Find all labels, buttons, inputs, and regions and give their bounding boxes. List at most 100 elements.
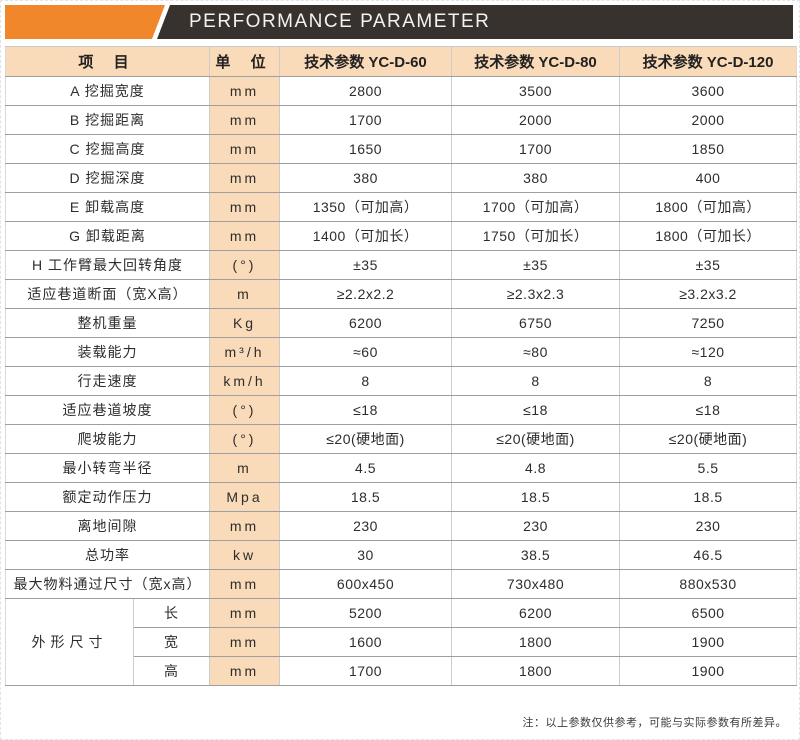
table-row: D 挖掘深度 mm 380 380 400 <box>4 163 798 193</box>
item-label: E 卸载高度 <box>4 192 211 222</box>
param-value-model-3: 3600 <box>619 76 798 106</box>
param-value-model-1: 230 <box>279 511 453 541</box>
param-value-model-1: 4.5 <box>279 453 453 483</box>
param-value-model-1: 5200 <box>279 598 453 628</box>
param-value-model-3: 5.5 <box>619 453 798 483</box>
column-header-model-3: 技术参数 YC-D-120 <box>619 46 798 77</box>
dimension-sub-label: 宽 <box>132 627 211 657</box>
param-value-model-1: 1700 <box>279 105 453 135</box>
table-row: 总功率 kw 30 38.5 46.5 <box>4 540 798 570</box>
unit-value: mm <box>209 76 281 106</box>
param-value-model-2: 730x480 <box>451 569 621 599</box>
param-value-model-1: 600x450 <box>279 569 453 599</box>
table-row: C 挖掘高度 mm 1650 1700 1850 <box>4 134 798 164</box>
param-value-model-3: 2000 <box>619 105 798 135</box>
table-row: 适应巷道断面（宽X高） m ≥2.2x2.2 ≥2.3x2.3 ≥3.2x3.2 <box>4 279 798 309</box>
param-value-model-2: 2000 <box>451 105 621 135</box>
table-row-dimension: 宽 mm 1600 1800 1900 <box>6 627 798 657</box>
table-row: 离地间隙 mm 230 230 230 <box>4 511 798 541</box>
item-label: 爬坡能力 <box>4 424 211 454</box>
dimension-group-label: 外形尺寸 <box>5 598 134 686</box>
item-label: B 挖掘距离 <box>4 105 211 135</box>
table-row: 适应巷道坡度 (°) ≤18 ≤18 ≤18 <box>4 395 798 425</box>
param-value-model-2: ≤18 <box>451 395 621 425</box>
param-value-model-2: 6750 <box>451 308 621 338</box>
item-label: 适应巷道坡度 <box>4 395 211 425</box>
param-value-model-1: ≤18 <box>279 395 453 425</box>
table-row: A 挖掘宽度 mm 2800 3500 3600 <box>4 76 798 106</box>
param-value-model-3: 6500 <box>619 598 798 628</box>
item-label: 离地间隙 <box>4 511 211 541</box>
item-label: H 工作臂最大回转角度 <box>4 250 211 280</box>
param-value-model-3: 8 <box>619 366 798 396</box>
param-value-model-2: 8 <box>451 366 621 396</box>
param-value-model-3: 46.5 <box>619 540 798 570</box>
param-value-model-3: 400 <box>619 163 798 193</box>
footnote-text: 注：以上参数仅供参考，可能与实际参数有所差异。 <box>522 717 787 729</box>
dimension-sub-label: 高 <box>132 656 211 686</box>
param-value-model-1: ±35 <box>279 250 453 280</box>
unit-value: mm <box>209 569 281 599</box>
unit-value: m <box>209 453 281 483</box>
table-row: B 挖掘距离 mm 1700 2000 2000 <box>4 105 798 135</box>
table-row: 行走速度 km/h 8 8 8 <box>4 366 798 396</box>
section-banner: PERFORMANCE PARAMETER <box>5 5 795 39</box>
param-value-model-2: 4.8 <box>451 453 621 483</box>
param-value-model-3: 1900 <box>619 627 798 657</box>
table-header-row: 项 目 单 位 技术参数 YC-D-60 技术参数 YC-D-80 技术参数 YC-… <box>4 46 798 77</box>
unit-value: (°) <box>209 395 281 425</box>
item-label: A 挖掘宽度 <box>4 76 211 106</box>
unit-value: m³/h <box>209 337 281 367</box>
param-value-model-1: 30 <box>279 540 453 570</box>
param-value-model-2: ≈80 <box>451 337 621 367</box>
param-value-model-3: ≈120 <box>619 337 798 367</box>
item-label: 装载能力 <box>4 337 211 367</box>
param-value-model-3: 18.5 <box>619 482 798 512</box>
unit-value: m <box>209 279 281 309</box>
unit-value: (°) <box>209 424 281 454</box>
param-value-model-2: 1800 <box>451 656 621 686</box>
param-value-model-3: ≥3.2x3.2 <box>619 279 798 309</box>
param-value-model-3: 7250 <box>619 308 798 338</box>
item-label: 最小转弯半径 <box>4 453 211 483</box>
param-value-model-2: 38.5 <box>451 540 621 570</box>
param-value-model-2: 1700 <box>451 134 621 164</box>
table-row: G 卸载距离 mm 1400（可加长） 1750（可加长） 1800（可加长） <box>4 221 798 251</box>
param-value-model-2: 18.5 <box>451 482 621 512</box>
param-value-model-1: 2800 <box>279 76 453 106</box>
param-value-model-2: 6200 <box>451 598 621 628</box>
banner-bar: PERFORMANCE PARAMETER <box>157 5 793 39</box>
param-value-model-3: 1800（可加高） <box>619 192 798 222</box>
param-value-model-3: 1900 <box>619 656 798 686</box>
param-value-model-3: 880x530 <box>619 569 798 599</box>
table-row-dimension: 高 mm 1700 1800 1900 <box>6 656 798 686</box>
unit-value: Mpa <box>209 482 281 512</box>
page-title: PERFORMANCE PARAMETER <box>189 11 491 32</box>
param-value-model-1: ≥2.2x2.2 <box>279 279 453 309</box>
table-row: 装载能力 m³/h ≈60 ≈80 ≈120 <box>4 337 798 367</box>
table-row: H 工作臂最大回转角度 (°) ±35 ±35 ±35 <box>4 250 798 280</box>
param-value-model-2: ±35 <box>451 250 621 280</box>
param-value-model-2: ≥2.3x2.3 <box>451 279 621 309</box>
param-value-model-1: 6200 <box>279 308 453 338</box>
unit-value: kw <box>209 540 281 570</box>
param-value-model-1: 18.5 <box>279 482 453 512</box>
unit-value: mm <box>209 134 281 164</box>
unit-value: mm <box>209 105 281 135</box>
item-label: 额定动作压力 <box>4 482 211 512</box>
table-row: 最大物料通过尺寸（宽x高） mm 600x450 730x480 880x530 <box>4 569 798 599</box>
unit-value: mm <box>209 656 281 686</box>
item-label: 最大物料通过尺寸（宽x高） <box>4 569 211 599</box>
unit-value: Kg <box>209 308 281 338</box>
unit-value: km/h <box>209 366 281 396</box>
item-label: 整机重量 <box>4 308 211 338</box>
param-value-model-1: ≤20(硬地面) <box>279 424 453 454</box>
param-value-model-1: 8 <box>279 366 453 396</box>
item-label: 适应巷道断面（宽X高） <box>4 279 211 309</box>
param-value-model-2: ≤20(硬地面) <box>451 424 621 454</box>
table-row: E 卸载高度 mm 1350（可加高） 1700（可加高） 1800（可加高） <box>4 192 798 222</box>
table-row: 最小转弯半径 m 4.5 4.8 5.5 <box>4 453 798 483</box>
param-value-model-1: 1400（可加长） <box>279 221 453 251</box>
column-header-model-2: 技术参数 YC-D-80 <box>451 46 621 77</box>
unit-value: (°) <box>209 250 281 280</box>
